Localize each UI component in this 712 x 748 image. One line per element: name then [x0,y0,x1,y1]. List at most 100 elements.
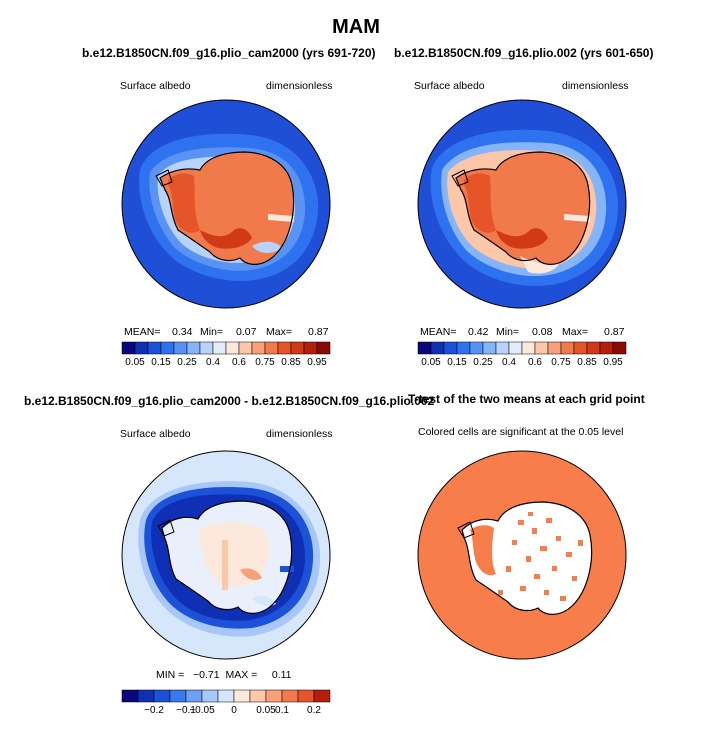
panel-2-colorbar-swatch [508,341,523,355]
panel-2-colorbar-swatch [469,341,484,355]
panel-2-colorbar-tick-label: 0.75 [551,357,571,368]
panel-1-colorbar-swatch [277,341,292,355]
panel-3-colorbar-tick-label: −0.05 [189,705,215,716]
panel-2-colorbar-tick-label: 0.25 [473,357,493,368]
panel-2-colorbar-swatch [547,341,562,355]
panel-2-colorbar-swatch [599,341,614,355]
panel-1-max-label: Max= [266,326,292,338]
panel-1-colorbar-swatch [147,341,162,355]
panel-4-subtitle: Colored cells are significant at the 0.0… [418,426,624,438]
panel-2-min-value: 0.08 [532,326,553,338]
panel-3-colorbar-swatch [201,689,219,703]
panel-1-colorbar-swatch [290,341,305,355]
panel-2-colorbar-tick-label: 0.95 [603,357,623,368]
panel-1-colorbar-swatch [251,341,266,355]
panel-2-colorbar-swatch [573,341,588,355]
panel-1-max-value: 0.87 [308,326,329,338]
panel-3-title: b.e12.B1850CN.f09_g16.plio_cam2000 - b.e… [24,394,435,408]
panel-2-map-border [417,99,627,309]
panel-2-colorbar-swatch [612,341,627,355]
panel-1-colorbar-swatch [160,341,175,355]
panel-2-colorbar-tick-label: 0.15 [447,357,467,368]
panel-3-colorbar-swatch [297,689,315,703]
panel-1-colorbar: 0.05 0.15 0.25 0.4 0.6 0.75 0.85 0.95 [121,341,331,368]
panel-3-colorbar-swatch [121,689,139,703]
panel-2-colorbar-swatch [560,341,575,355]
panel-2-colorbar-swatch [456,341,471,355]
panel-3-colorbar-swatch [281,689,299,703]
panel-3-variable-label: Surface albedo [120,428,191,440]
panel-1-colorbar-swatch [316,341,331,355]
panel-1-colorbar-swatch [199,341,214,355]
panel-2-colorbar-tick-label: 0.85 [577,357,597,368]
panel-3-colorbar-tick-label: −0.2 [144,705,164,716]
panel-1-colorbar-swatch [225,341,240,355]
panel-2-colorbar-swatch [521,341,536,355]
panel-1-colorbar-swatch [134,341,149,355]
panel-3-colorbar-tick-label: 0 [231,705,237,716]
panel-2-max-label: Max= [562,326,588,338]
panel-1-colorbar-swatch [238,341,253,355]
panel-1-mean-label: MEAN= [124,326,161,338]
panel-2-colorbar-swatch [417,341,432,355]
panel-1-min-label: Min= [200,326,224,338]
panel-1-colorbar-tick-label: 0.95 [307,357,327,368]
panel-1-mean-value: 0.34 [172,326,193,338]
figure-title: MAM [332,16,380,38]
panel-3-colorbar-swatch [185,689,203,703]
panel-1-colorbar-swatch [303,341,318,355]
panel-2-mean-label: MEAN= [420,326,457,338]
panel-3-colorbar-tick-label: 0.05 [256,705,276,716]
panel-3-map-border [121,450,331,660]
panel-1-variable-label: Surface albedo [120,80,191,92]
panel-2-colorbar-tick-label: 0.05 [421,357,441,368]
panel-2-colorbar-tick-label: 0.6 [528,357,542,368]
panel-3-colorbar-swatch [153,689,171,703]
panel-3-units-label: dimensionless [266,428,333,440]
panel-2-colorbar-swatch [443,341,458,355]
panel-2-colorbar-swatch [534,341,549,355]
panel-3-colorbar: −0.2 −0.1−0.05 0 0.05 0.1 0.2 [121,689,331,716]
panel-3-colorbar-swatch [233,689,251,703]
panel-2-max-value: 0.87 [604,326,625,338]
panel-1-colorbar-swatch [121,341,136,355]
panel-2-colorbar-swatch [482,341,497,355]
panel-2-colorbar-tick-label: 0.4 [502,357,516,368]
panel-1-colorbar-tick-label: 0.15 [151,357,171,368]
panel-2-min-label: Min= [496,326,520,338]
panel-2-colorbar-swatch [586,341,601,355]
panel-1-map-border [121,99,331,309]
panel-4-title: T-test of the two means at each grid poi… [408,392,645,406]
panel-3-colorbar-swatch [217,689,235,703]
panel-1-colorbar-tick-label: 0.25 [177,357,197,368]
panel-1-min-value: 0.07 [236,326,257,338]
panel-3-colorbar-swatch [137,689,155,703]
panel-4-map [418,451,626,659]
panel-3-map [122,451,330,659]
panel-1-colorbar-swatch [186,341,201,355]
panel-1-colorbar-tick-label: 0.6 [232,357,246,368]
panel-1-colorbar-tick-label: 0.75 [255,357,275,368]
panel-1-units-label: dimensionless [266,80,333,92]
panel-3-colorbar-swatch [313,689,331,703]
panel-2-title: b.e12.B1850CN.f09_g16.plio.002 (yrs 601-… [394,46,654,60]
panel-1-colorbar-swatch [173,341,188,355]
panel-1-colorbar-swatch [264,341,279,355]
panel-1-map [122,100,330,308]
panel-1-colorbar-swatch [212,341,227,355]
panel-2-mean-value: 0.42 [468,326,489,338]
panel-2-colorbar-swatch [430,341,445,355]
panel-1-colorbar-tick-label: 0.05 [125,357,145,368]
panel-1-colorbar-tick-label: 0.85 [281,357,301,368]
panel-4-map-border [417,450,627,660]
panel-3-colorbar-tick-label: 0.2 [307,705,321,716]
panel-1-title: b.e12.B1850CN.f09_g16.plio_cam2000 (yrs … [82,46,376,60]
panel-3-colorbar-swatch [249,689,267,703]
panel-2-colorbar: 0.05 0.15 0.25 0.4 0.6 0.75 0.85 0.95 [417,341,627,368]
panel-3-colorbar-swatch [265,689,283,703]
panel-1-colorbar-tick-label: 0.4 [206,357,220,368]
panel-2-map [418,100,626,308]
panel-3-min-max-stats: MIN = −0.71 MAX = 0.11 [156,669,292,681]
panel-2-colorbar-swatch [495,341,510,355]
